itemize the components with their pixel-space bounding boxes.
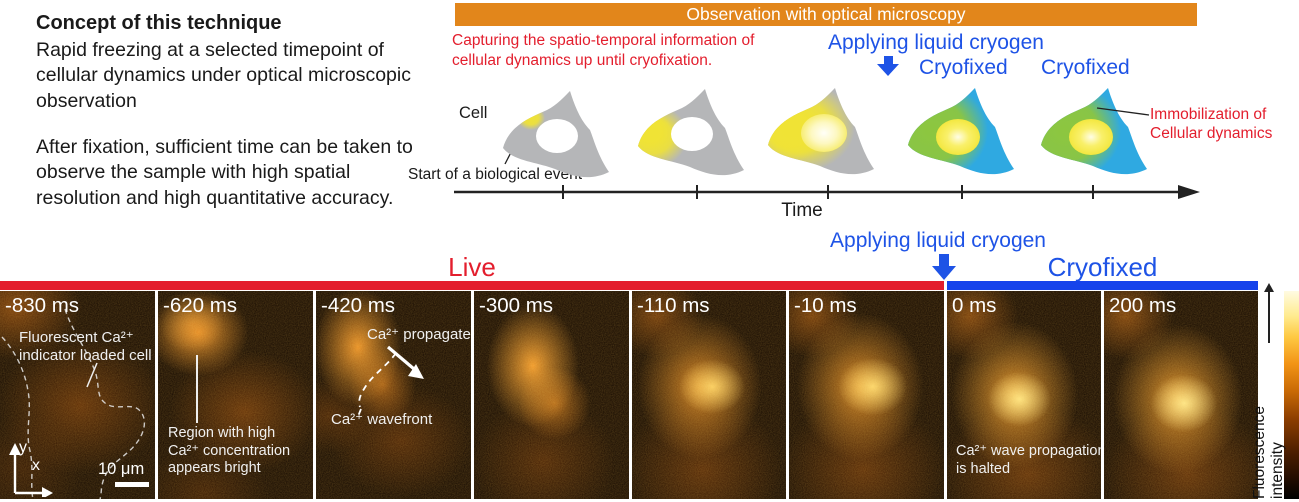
- frame-timestamp: -830 ms: [5, 294, 80, 317]
- concept-text-block: Concept of this technique Rapid freezing…: [36, 12, 440, 232]
- micro-frame-5: -110 ms: [632, 291, 786, 499]
- cryofixed-period-bar: [947, 281, 1258, 290]
- frame-timestamp: -300 ms: [479, 294, 554, 317]
- observation-banner: Observation with optical microscopy: [455, 3, 1197, 26]
- micro-frame-3: -420 ms Ca²⁺ propagate Ca²⁺ wavefront: [316, 291, 471, 499]
- applying-cryogen-label-top: Applying liquid cryogen: [828, 31, 1044, 54]
- cell-diagram-stage-3: [768, 88, 874, 175]
- scale-bar-label: 10 μm: [98, 460, 145, 478]
- wavefront-annotation: Ca²⁺ wavefront: [331, 411, 433, 428]
- noise-texture: [474, 291, 629, 499]
- cryofixed-label-bottom: Cryofixed: [1047, 252, 1158, 282]
- micro-frame-7: 0 ms Ca²⁺ wave propagation is halted: [947, 291, 1101, 499]
- cryofixed-label-top-1: Cryofixed: [919, 56, 1008, 79]
- halted-annotation: Ca²⁺ wave propagation is halted: [956, 443, 1101, 477]
- live-period-bar: [0, 281, 944, 290]
- concept-paragraph-2: After fixation, sufficient time can be t…: [36, 136, 413, 209]
- concept-title: Concept of this technique: [36, 12, 282, 34]
- scale-bar: [115, 482, 149, 487]
- immobilization-pointer-line: [1096, 107, 1150, 116]
- time-axis: [454, 185, 1200, 199]
- concept-paragraph-1: Rapid freezing at a selected timepoint o…: [36, 39, 411, 112]
- noise-texture: [1104, 291, 1258, 499]
- arrow-down-icon: [932, 266, 956, 280]
- colorbar-label-wrap: Fluorescence intensity: [1251, 291, 1286, 499]
- noise-texture: [0, 291, 155, 499]
- fluorescence-colorbar: [1284, 291, 1299, 499]
- arrow-down-icon: [939, 254, 949, 267]
- axis-y-label: y: [19, 439, 27, 456]
- indicator-annotation: Fluorescent Ca²⁺ indicator loaded cell: [19, 329, 152, 365]
- colorbar-label: Fluorescence intensity: [1251, 405, 1286, 499]
- xy-axis-icon: [9, 443, 53, 497]
- axis-x-label: x: [32, 457, 40, 474]
- noise-texture: [947, 291, 1101, 499]
- noise-texture: [632, 291, 786, 499]
- cryofixed-label-top-2: Cryofixed: [1041, 56, 1130, 79]
- cell-diagram-stage-2: [638, 89, 744, 176]
- propagate-annotation: Ca²⁺ propagate: [367, 326, 471, 343]
- propagate-arrow-icon: [386, 345, 424, 379]
- live-label: Live: [448, 252, 496, 282]
- micro-frame-2: -620 ms Region with high Ca²⁺ concentrat…: [158, 291, 313, 499]
- cell-outline-dashed: [1, 308, 146, 499]
- time-axis-label: Time: [781, 200, 823, 221]
- cell-diagram-cryofixed-1: [908, 88, 1014, 175]
- cell-diagram-stage-1: [503, 91, 609, 178]
- micro-frame-4: -300 ms: [474, 291, 629, 499]
- cell-diagram-cryofixed-2: [1041, 88, 1147, 175]
- frame-timestamp: -10 ms: [794, 294, 857, 317]
- noise-texture: [316, 291, 471, 499]
- micro-frame-6: -10 ms: [789, 291, 944, 499]
- start-event-label: Start of a biological event: [408, 166, 583, 183]
- applying-cryogen-label-bottom: Applying liquid cryogen: [830, 229, 1046, 252]
- frame-timestamp: -420 ms: [321, 294, 396, 317]
- immobilization-label: Immobilization of Cellular dynamics: [1150, 106, 1273, 143]
- noise-texture: [158, 291, 313, 499]
- arrow-down-icon: [884, 56, 893, 65]
- region-pointer-line: [196, 355, 198, 423]
- high-concentration-annotation: Region with high Ca²⁺ concentration appe…: [168, 425, 291, 477]
- frame-timestamp: -110 ms: [637, 294, 710, 317]
- frame-timestamp: 0 ms: [952, 294, 997, 317]
- arrow-down-icon: [877, 64, 899, 76]
- micro-frame-1: -830 ms Fluorescent Ca²⁺ indicator loade…: [0, 291, 155, 499]
- cell-label: Cell: [459, 104, 488, 122]
- capture-caption: Capturing the spatio-temporal informatio…: [452, 32, 755, 69]
- wavefront-dashed-line: [356, 352, 397, 420]
- frame-timestamp: -620 ms: [163, 294, 238, 317]
- micro-frame-8: 200 ms: [1104, 291, 1258, 499]
- indicator-pointer-line: [86, 362, 98, 388]
- intensity-arrow-icon: [1268, 291, 1270, 343]
- noise-texture: [789, 291, 944, 499]
- frame-timestamp: 200 ms: [1109, 294, 1177, 317]
